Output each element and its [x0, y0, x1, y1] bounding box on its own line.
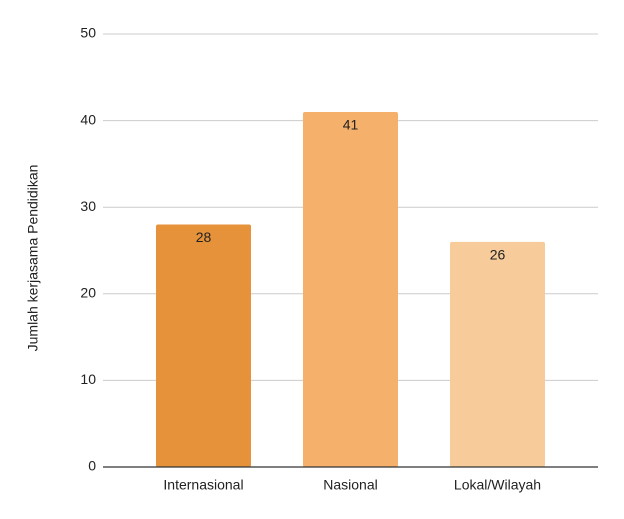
y-tick-label: 0: [88, 458, 96, 474]
data-label: 26: [490, 247, 506, 263]
y-tick-label: 10: [80, 371, 96, 387]
bar: [450, 241, 545, 467]
y-tick-label: 20: [80, 285, 96, 301]
y-tick-label: 50: [80, 25, 96, 41]
y-axis-label: Jumlah kerjasama Pendidikan: [25, 165, 41, 352]
bar: [156, 224, 251, 467]
data-label: 28: [196, 229, 212, 245]
x-tick-label: Internasional: [163, 477, 243, 493]
x-tick-label: Lokal/Wilayah: [454, 477, 541, 493]
y-tick-label: 40: [80, 111, 96, 127]
data-label: 41: [343, 117, 359, 133]
x-tick-label: Nasional: [323, 477, 377, 493]
bar: [303, 111, 398, 467]
y-tick-label: 30: [80, 198, 96, 214]
